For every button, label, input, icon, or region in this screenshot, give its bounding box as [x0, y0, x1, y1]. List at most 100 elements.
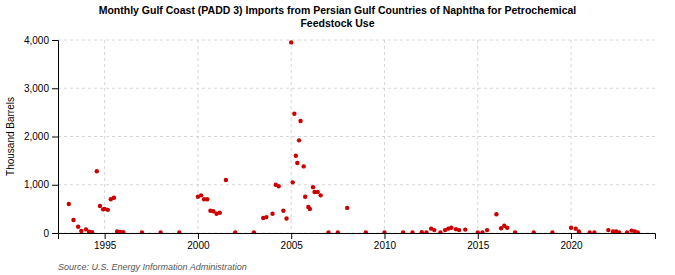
- point: [264, 215, 268, 219]
- tick-label: 2005: [281, 240, 304, 251]
- tick: 1995: [94, 233, 117, 251]
- tick-label: 2010: [374, 240, 397, 251]
- point: [106, 208, 110, 212]
- point: [112, 196, 116, 200]
- point: [295, 161, 299, 165]
- tick: 4,000: [24, 35, 58, 46]
- point: [315, 190, 319, 194]
- point: [636, 230, 640, 233]
- source: Source: U.S. Energy Information Administ…: [58, 262, 247, 272]
- point: [121, 230, 125, 233]
- point: [294, 154, 298, 158]
- grid-line: [197, 40, 198, 233]
- tick-mark: [571, 233, 572, 239]
- point: [336, 230, 340, 233]
- point: [345, 206, 349, 210]
- point: [318, 193, 322, 197]
- grid-line: [384, 40, 385, 233]
- point: [224, 178, 228, 182]
- tick: 2005: [281, 233, 304, 251]
- point: [420, 230, 424, 233]
- point: [79, 229, 83, 233]
- point: [485, 228, 489, 232]
- point: [284, 216, 288, 220]
- point: [432, 228, 436, 232]
- chart: 1995 2000 2005 2010 2015 2020 0 1,000 2,000 3,000…: [0, 0, 675, 275]
- tick-label: 2,000: [24, 131, 49, 142]
- tick-label: 2020: [560, 240, 583, 251]
- grid-line: [477, 40, 478, 233]
- point: [199, 193, 203, 197]
- point: [326, 230, 330, 233]
- point: [292, 112, 296, 116]
- point: [76, 225, 80, 229]
- point: [457, 228, 461, 232]
- tick: 1,000: [24, 179, 58, 190]
- point: [98, 204, 102, 208]
- grid-line: [291, 40, 292, 233]
- title: Monthly Gulf Coast (PADD 3) Imports from…: [99, 4, 577, 29]
- point: [424, 230, 428, 233]
- tick-mark: [291, 233, 292, 239]
- point: [90, 230, 94, 233]
- y-axis-title: Thousand Barrels: [5, 97, 16, 176]
- tick: 2010: [374, 233, 397, 251]
- point: [382, 230, 386, 233]
- tick: 0: [43, 228, 58, 239]
- point: [252, 230, 256, 233]
- point: [308, 207, 312, 211]
- tick: 2020: [560, 233, 583, 251]
- grid-line: [58, 88, 655, 89]
- tick-label: 1995: [94, 240, 117, 251]
- point: [449, 225, 453, 229]
- point: [281, 209, 285, 213]
- point: [513, 230, 517, 233]
- point: [303, 195, 307, 199]
- tick: 2,000: [24, 131, 58, 142]
- tick-label: 3,000: [24, 83, 49, 94]
- point: [480, 230, 484, 233]
- tick-mark: [384, 233, 385, 239]
- point: [177, 230, 181, 233]
- point: [401, 230, 405, 233]
- point: [297, 138, 301, 142]
- point: [311, 185, 315, 189]
- grid-line: [58, 136, 655, 137]
- point: [550, 230, 554, 233]
- point: [140, 230, 144, 233]
- point: [476, 230, 480, 233]
- tick-mark: [52, 137, 58, 138]
- tick-mark: [198, 233, 199, 239]
- point: [532, 230, 536, 233]
- tick-label: 2000: [187, 240, 210, 251]
- point: [569, 225, 573, 229]
- point: [67, 202, 71, 206]
- axis-line: [59, 234, 656, 240]
- point: [95, 169, 99, 173]
- plot: 1995 2000 2005 2010 2015 2020 0 1,000 2,000 3,000…: [24, 35, 656, 251]
- point: [588, 230, 592, 233]
- point: [71, 218, 75, 222]
- tick: 2015: [467, 233, 490, 251]
- point: [218, 211, 222, 215]
- tick-mark: [52, 88, 58, 89]
- point: [290, 180, 294, 184]
- tick-mark: [52, 185, 58, 186]
- point: [438, 230, 442, 233]
- point: [463, 227, 467, 231]
- tick: 3,000: [24, 83, 58, 94]
- tick: 2000: [187, 233, 210, 251]
- y-axis: 0 1,000 2,000 3,000 4,000: [24, 35, 59, 239]
- points: [67, 40, 640, 233]
- point: [505, 225, 509, 229]
- point: [410, 230, 414, 233]
- tick-label: 2015: [467, 240, 490, 251]
- tick-mark: [52, 233, 58, 234]
- tick-label: 4,000: [24, 35, 49, 46]
- point: [298, 119, 302, 123]
- grid: [58, 40, 655, 233]
- point: [205, 197, 209, 201]
- point: [277, 184, 281, 188]
- tick-mark: [478, 233, 479, 239]
- grid-line: [58, 40, 655, 41]
